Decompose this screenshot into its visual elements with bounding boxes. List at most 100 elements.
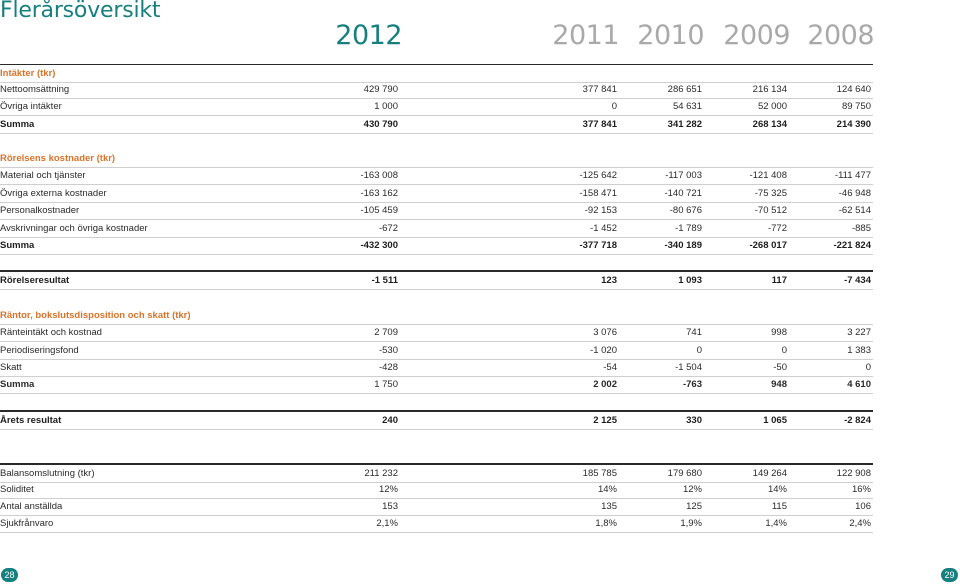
cell-2011: -377 718 — [579, 240, 617, 251]
cell-2011: 0 — [611, 101, 617, 112]
row-label: Summa — [0, 119, 35, 130]
cell-2008: -46 948 — [838, 188, 871, 199]
table-row: Antal anställda 153 135 125 115 106 — [0, 498, 873, 516]
cell-2008: 89 750 — [841, 101, 871, 112]
section-header-kostnader: Rörelsens kostnader (tkr) — [0, 150, 873, 168]
table-row: Ränteintäkt och kostnad 2 709 3 076 741 … — [0, 324, 873, 342]
summary-row: Summa -432 300 -377 718 -340 189 -268 01… — [0, 237, 873, 255]
row-label: Nettoomsättning — [0, 84, 70, 95]
cell-2008: 16% — [851, 484, 871, 495]
row-label: Balansomslutning (tkr) — [0, 468, 95, 479]
cell-2010: 179 680 — [667, 468, 702, 479]
cell-2012: 430 790 — [363, 119, 398, 130]
row-label: Material och tjänster — [0, 170, 86, 181]
row-label: Avskrivningar och övriga kostnader — [0, 223, 148, 234]
cell-2012: -672 — [378, 223, 398, 234]
cell-2011: 14% — [597, 484, 617, 495]
cell-2012: 240 — [382, 415, 398, 426]
cell-2009: -121 408 — [749, 170, 787, 181]
cell-2008: 214 390 — [836, 119, 871, 130]
net-result-row: Årets resultat 240 2 125 330 1 065 -2 82… — [0, 410, 873, 430]
table-row: Avskrivningar och övriga kostnader -672 … — [0, 220, 873, 238]
table-row: Sjukfrånvaro 2,1% 1,8% 1,9% 1,4% 2,4% — [0, 515, 873, 533]
cell-2010: 1,9% — [680, 518, 702, 529]
cell-2011: -158 471 — [579, 188, 617, 199]
cell-2008: -62 514 — [838, 205, 871, 216]
cell-2009: 149 264 — [752, 468, 787, 479]
cell-2011: -92 153 — [584, 205, 617, 216]
section-label: Rörelsens kostnader (tkr) — [0, 153, 116, 164]
cell-2008: -221 824 — [833, 240, 871, 251]
row-label: Övriga externa kostnader — [0, 188, 107, 199]
cell-2012: 211 232 — [364, 468, 398, 479]
cell-2011: 123 — [601, 275, 617, 286]
operating-result-row: Rörelseresultat -1 511 123 1 093 117 -7 … — [0, 270, 873, 290]
cell-2009: -50 — [773, 362, 787, 373]
cell-2009: 0 — [781, 345, 787, 356]
table-row: Skatt -428 -54 -1 504 -50 0 — [0, 359, 873, 377]
cell-2010: 1 093 — [678, 275, 702, 286]
cell-2009: 52 000 — [757, 101, 787, 112]
row-label: Rörelseresultat — [0, 275, 70, 286]
cell-2011: 185 785 — [582, 468, 617, 479]
cell-2010: -1 789 — [675, 223, 702, 234]
cell-2011: 135 — [601, 501, 617, 512]
cell-2009: 117 — [771, 275, 787, 286]
cell-2011: -1 020 — [590, 345, 617, 356]
cell-2011: 1,8% — [595, 518, 617, 529]
cell-2012: 2 709 — [374, 327, 398, 338]
row-label: Årets resultat — [0, 415, 62, 426]
cell-2010: -140 721 — [664, 188, 702, 199]
row-label: Summa — [0, 240, 35, 251]
cell-2009: -75 325 — [754, 188, 787, 199]
cell-2012: 153 — [382, 501, 398, 512]
cell-2009: 14% — [767, 484, 787, 495]
cell-2012: 429 790 — [363, 84, 398, 95]
summary-row: Summa 430 790 377 841 341 282 268 134 21… — [0, 116, 873, 134]
page-number-right: 29 — [941, 568, 958, 582]
cell-2009: -772 — [767, 223, 787, 234]
cell-2009: 268 134 — [752, 119, 787, 130]
cell-2010: 741 — [686, 327, 702, 338]
cell-2009: 115 — [771, 501, 787, 512]
cell-2011: 377 841 — [582, 84, 617, 95]
cell-2009: 998 — [771, 327, 787, 338]
cell-2008: -7 434 — [844, 275, 871, 286]
cell-2009: 948 — [771, 379, 787, 390]
cell-2011: -1 452 — [590, 223, 617, 234]
cell-2011: -54 — [603, 362, 617, 373]
year-header-2011: 2011 — [552, 20, 619, 51]
table-row: Soliditet 12% 14% 12% 14% 16% — [0, 481, 873, 499]
row-label: Sjukfrånvaro — [0, 518, 54, 529]
cell-2009: 1,4% — [765, 518, 787, 529]
table-row: Periodiseringsfond -530 -1 020 0 0 1 383 — [0, 342, 873, 360]
row-label: Övriga intäkter — [0, 101, 62, 112]
cell-2010: -80 676 — [669, 205, 702, 216]
cell-2008: 2,4% — [849, 518, 871, 529]
section-label: Intäkter (tkr) — [0, 68, 56, 79]
cell-2012: 12% — [378, 484, 398, 495]
cell-2011: 377 841 — [582, 119, 617, 130]
cell-2012: 2,1% — [376, 518, 398, 529]
cell-2009: -70 512 — [754, 205, 787, 216]
cell-2010: 286 651 — [667, 84, 702, 95]
row-label: Skatt — [0, 362, 22, 373]
cell-2010: -1 504 — [675, 362, 702, 373]
row-label: Personalkostnader — [0, 205, 80, 216]
cell-2012: -1 511 — [371, 275, 398, 286]
cell-2012: -105 459 — [360, 205, 398, 216]
cell-2009: 1 065 — [763, 415, 787, 426]
cell-2010: 125 — [686, 501, 702, 512]
table-row: Övriga externa kostnader -163 162 -158 4… — [0, 185, 873, 203]
row-label: Soliditet — [0, 484, 34, 495]
year-header-2012: 2012 — [335, 20, 402, 51]
table-row: Personalkostnader -105 459 -92 153 -80 6… — [0, 202, 873, 220]
section-header-intakter: Intäkter (tkr) — [0, 64, 873, 83]
page-title: Flerårsöversikt — [0, 0, 161, 23]
table-row: Balansomslutning (tkr) 211 232 185 785 1… — [0, 463, 873, 483]
section-label: Räntor, bokslutsdisposition och skatt (t… — [0, 310, 191, 321]
row-label: Periodiseringsfond — [0, 345, 79, 356]
row-label: Ränteintäkt och kostnad — [0, 327, 102, 338]
cell-2008: -885 — [851, 223, 871, 234]
row-label: Antal anställda — [0, 501, 63, 512]
